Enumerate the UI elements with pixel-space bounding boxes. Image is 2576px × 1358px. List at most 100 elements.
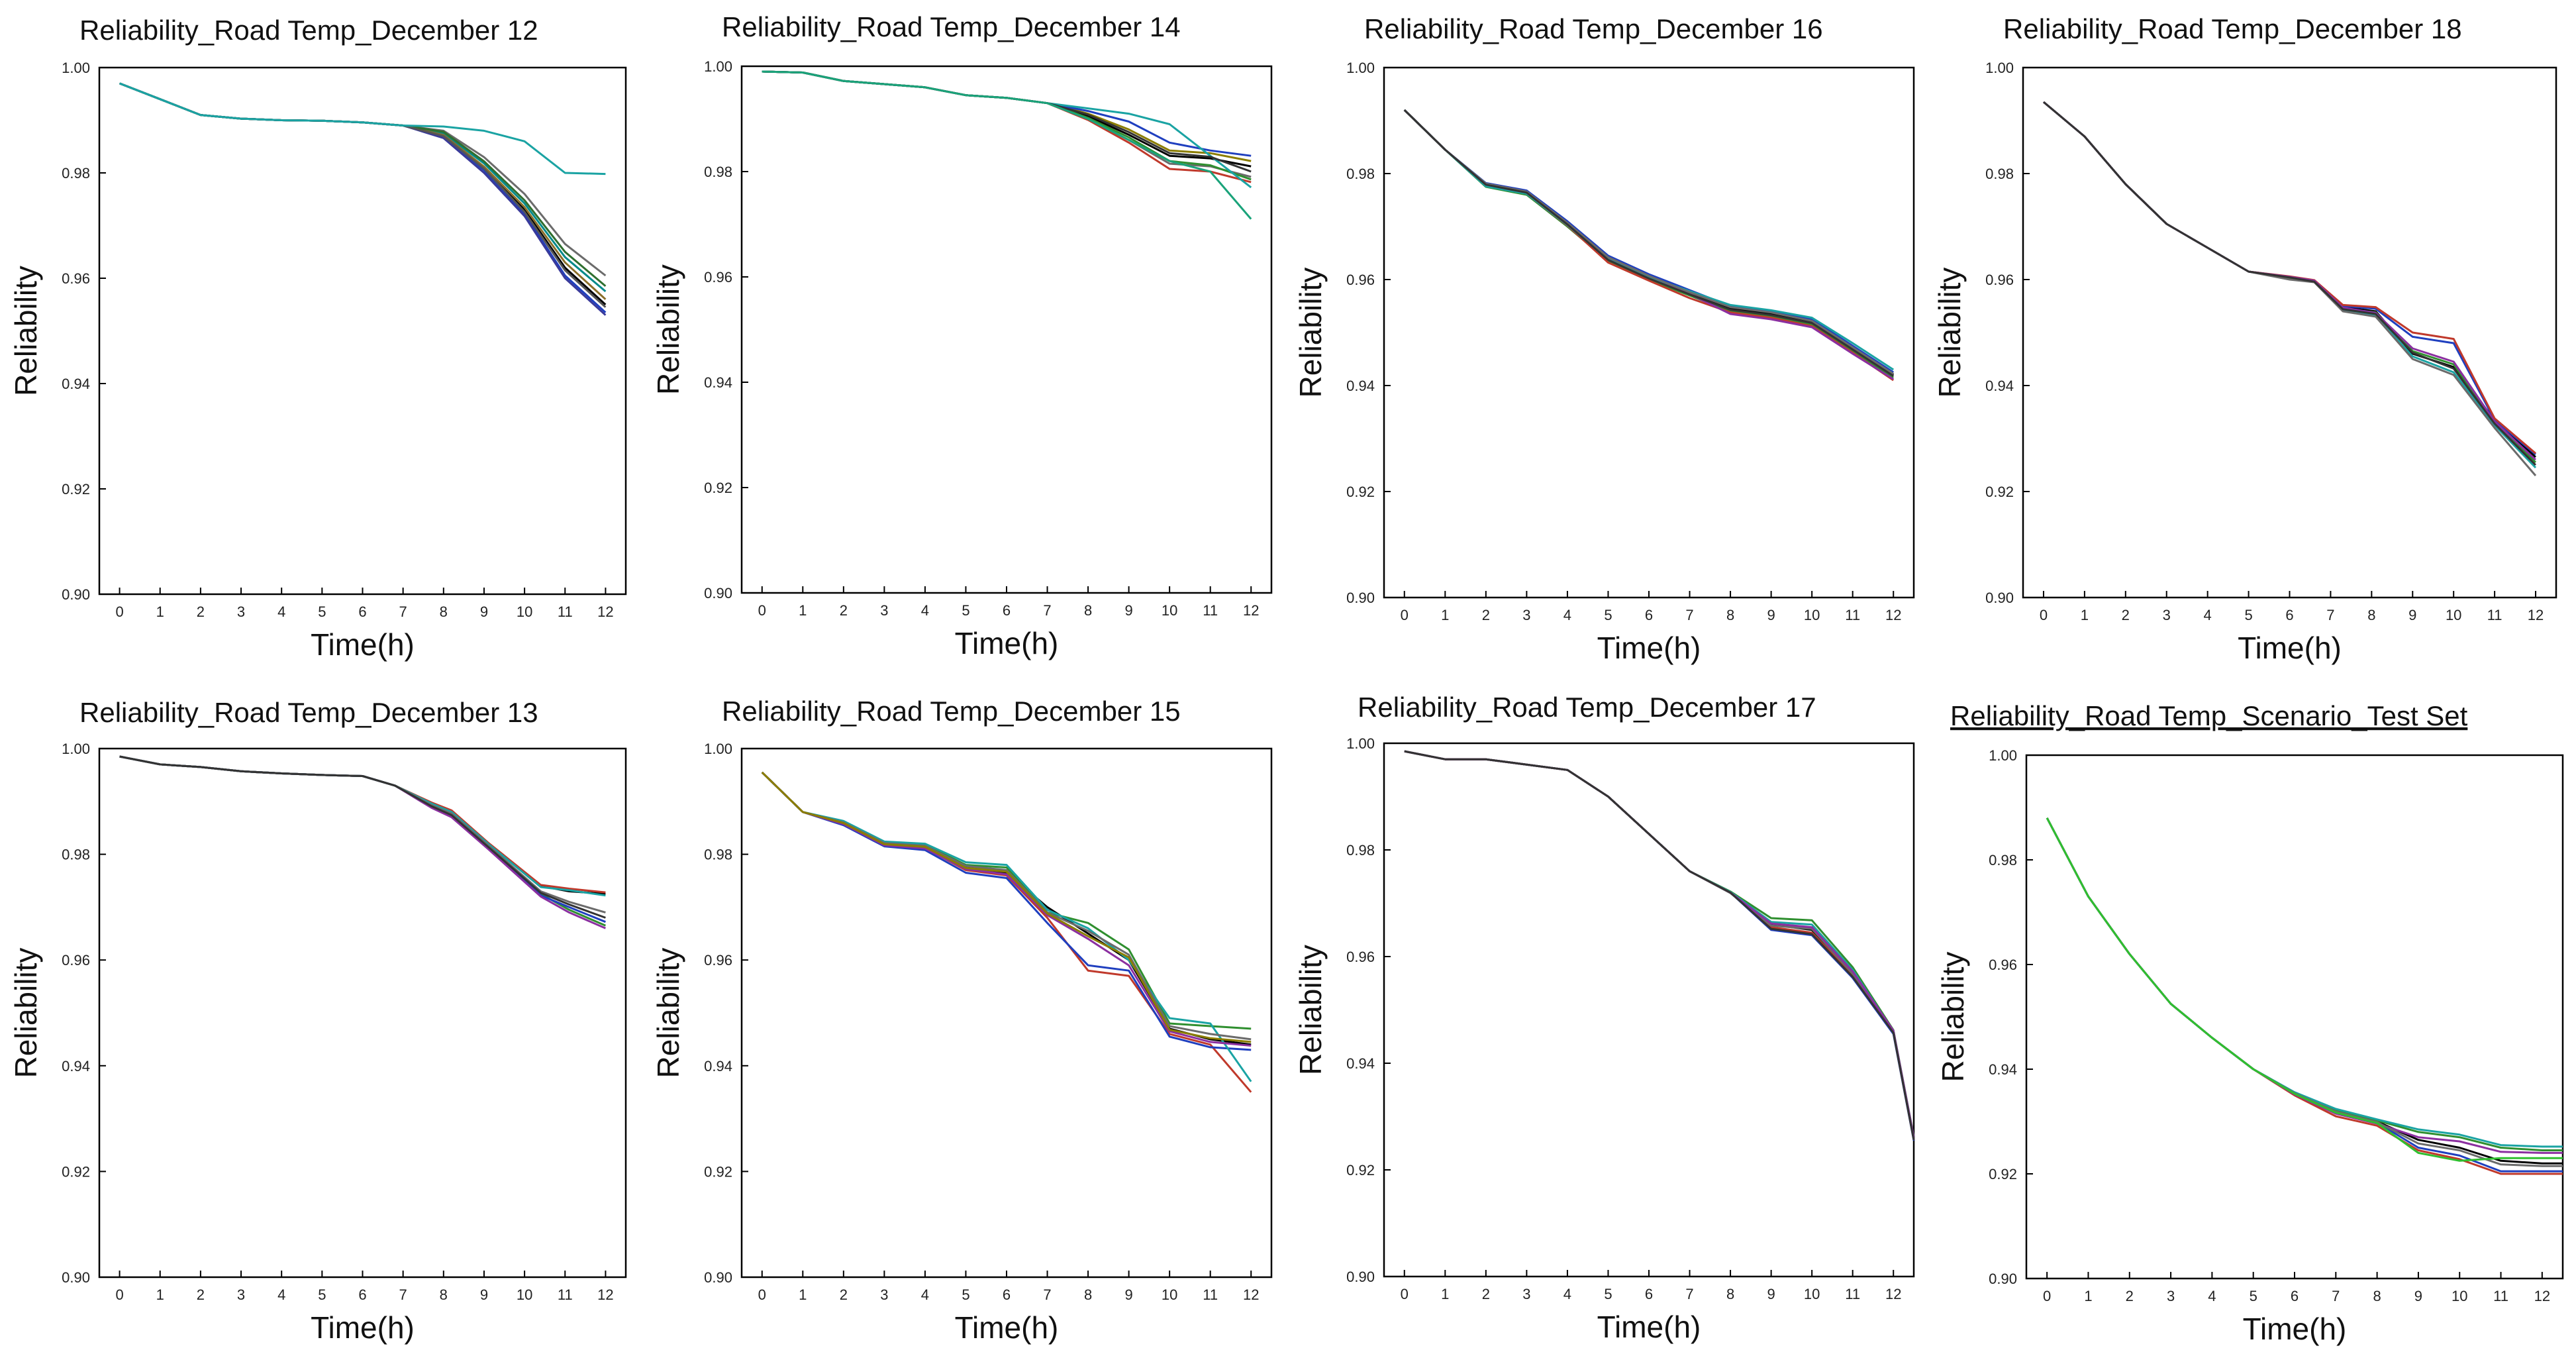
y-tick-label: 0.92 xyxy=(1346,484,1375,500)
series-line xyxy=(119,755,606,919)
series-line xyxy=(761,771,1252,1043)
x-tick-label: 5 xyxy=(962,1286,969,1303)
y-tick-label: 0.92 xyxy=(704,480,732,496)
y-tick-label: 0.96 xyxy=(62,270,90,287)
y-tick-label: 0.94 xyxy=(62,376,90,392)
x-tick-label: 11 xyxy=(1845,1286,1860,1302)
plot-frame xyxy=(2022,66,2557,599)
x-tick-label: 1 xyxy=(2084,1288,2092,1304)
y-tick-label: 0.92 xyxy=(1989,1166,2017,1182)
plot-frame xyxy=(98,66,627,596)
x-tick-label: 0 xyxy=(1401,1286,1409,1302)
x-tick-label: 8 xyxy=(2367,607,2375,623)
y-tick-label: 0.90 xyxy=(704,585,732,601)
x-axis-label: Time(h) xyxy=(955,626,1059,660)
y-tick-label: 0.98 xyxy=(62,847,90,863)
chart-title: Reliability_Road Temp_December 15 xyxy=(722,696,1181,727)
y-tick-label: 0.90 xyxy=(1985,590,2014,606)
x-tick-label: 9 xyxy=(2414,1288,2422,1304)
x-tick-label: 11 xyxy=(558,603,573,620)
y-axis-label: Reliability xyxy=(651,264,685,395)
x-tick-label: 9 xyxy=(1767,607,1775,623)
x-tick-label: 4 xyxy=(277,603,285,620)
y-tick-label: 0.96 xyxy=(1346,272,1375,288)
chart-panel: Reliability_Road Temp_December 16 0.90 0.9… xyxy=(1293,13,1915,665)
x-tick-label: 1 xyxy=(2081,607,2089,623)
x-tick-label: 5 xyxy=(2250,1288,2257,1304)
x-tick-label: 6 xyxy=(358,1286,366,1303)
y-tick-label: 0.96 xyxy=(62,952,90,968)
chart-title: Reliability_Road Temp_December 16 xyxy=(1364,13,1823,44)
x-tick-label: 5 xyxy=(1604,607,1612,623)
x-tick-label: 2 xyxy=(840,602,848,619)
x-tick-label: 7 xyxy=(1685,1286,1693,1302)
x-tick-label: 3 xyxy=(237,603,245,620)
plot-frame xyxy=(2025,754,2564,1280)
x-axis-label: Time(h) xyxy=(955,1310,1059,1345)
y-tick-label: 0.94 xyxy=(1985,378,2014,394)
x-tick-label: 7 xyxy=(1043,602,1051,619)
x-tick-label: 8 xyxy=(440,603,448,620)
x-tick-label: 5 xyxy=(318,1286,326,1303)
x-tick-label: 10 xyxy=(2452,1288,2467,1304)
x-tick-label: 3 xyxy=(880,602,888,619)
x-tick-label: 6 xyxy=(1003,1286,1011,1303)
y-tick-label: 0.90 xyxy=(1346,1269,1375,1285)
chart-panel: Reliability_Road Temp_December 13 0.90 0.9… xyxy=(9,697,627,1345)
x-tick-label: 9 xyxy=(1767,1286,1775,1302)
y-axis-label: Reliability xyxy=(9,266,43,396)
y-tick-label: 1.00 xyxy=(62,741,90,757)
x-tick-label: 0 xyxy=(758,1286,766,1303)
x-tick-label: 5 xyxy=(318,603,326,620)
x-tick-label: 5 xyxy=(2244,607,2252,623)
x-axis-label: Time(h) xyxy=(2243,1312,2347,1346)
x-tick-label: 3 xyxy=(2163,607,2171,623)
x-tick-label: 11 xyxy=(2493,1288,2508,1304)
chart-title: Reliability_Road Temp_Scenario_Test Set xyxy=(1950,700,2468,731)
x-tick-label: 8 xyxy=(1726,607,1734,623)
x-tick-label: 10 xyxy=(1804,607,1820,623)
series-line xyxy=(1403,109,1895,377)
x-tick-label: 7 xyxy=(1685,607,1693,623)
x-tick-label: 0 xyxy=(2043,1288,2051,1304)
y-tick-label: 1.00 xyxy=(62,60,90,76)
series-line xyxy=(762,70,1252,220)
y-tick-label: 1.00 xyxy=(1346,60,1375,76)
x-tick-label: 12 xyxy=(597,603,613,620)
x-tick-label: 4 xyxy=(1563,607,1571,623)
x-tick-label: 8 xyxy=(2373,1288,2381,1304)
x-tick-label: 7 xyxy=(1043,1286,1051,1303)
x-tick-label: 8 xyxy=(440,1286,448,1303)
series-line xyxy=(761,771,1252,1082)
x-tick-label: 8 xyxy=(1726,1286,1734,1302)
x-tick-label: 12 xyxy=(1243,1286,1259,1303)
y-tick-label: 0.96 xyxy=(1985,272,2014,288)
x-axis-label: Time(h) xyxy=(1597,1310,1701,1344)
x-tick-label: 6 xyxy=(1645,1286,1653,1302)
x-tick-label: 2 xyxy=(2122,607,2130,623)
x-tick-label: 0 xyxy=(115,603,123,620)
y-tick-label: 1.00 xyxy=(1346,735,1375,752)
y-tick-label: 0.96 xyxy=(704,952,732,968)
x-tick-label: 9 xyxy=(1124,602,1132,619)
x-tick-label: 2 xyxy=(197,1286,205,1303)
plot-frame xyxy=(740,747,1273,1279)
y-tick-label: 0.92 xyxy=(62,1163,90,1180)
x-tick-label: 9 xyxy=(1124,1286,1132,1303)
y-axis-label: Reliability xyxy=(1932,268,1967,398)
x-tick-label: 3 xyxy=(1522,607,1530,623)
y-tick-label: 0.98 xyxy=(704,164,732,180)
x-tick-label: 9 xyxy=(480,603,488,620)
y-tick-label: 0.90 xyxy=(1989,1271,2017,1287)
series-line xyxy=(2046,817,2563,1162)
x-tick-label: 6 xyxy=(2285,607,2293,623)
chart-title: Reliability_Road Temp_December 14 xyxy=(722,11,1181,42)
y-tick-label: 0.98 xyxy=(62,165,90,182)
x-tick-label: 3 xyxy=(2167,1288,2175,1304)
x-tick-label: 4 xyxy=(2208,1288,2216,1304)
x-tick-label: 0 xyxy=(1401,607,1409,623)
x-tick-label: 11 xyxy=(2487,607,2502,623)
y-tick-label: 0.90 xyxy=(62,1269,90,1286)
x-tick-label: 9 xyxy=(2408,607,2416,623)
x-tick-label: 1 xyxy=(1441,1286,1449,1302)
